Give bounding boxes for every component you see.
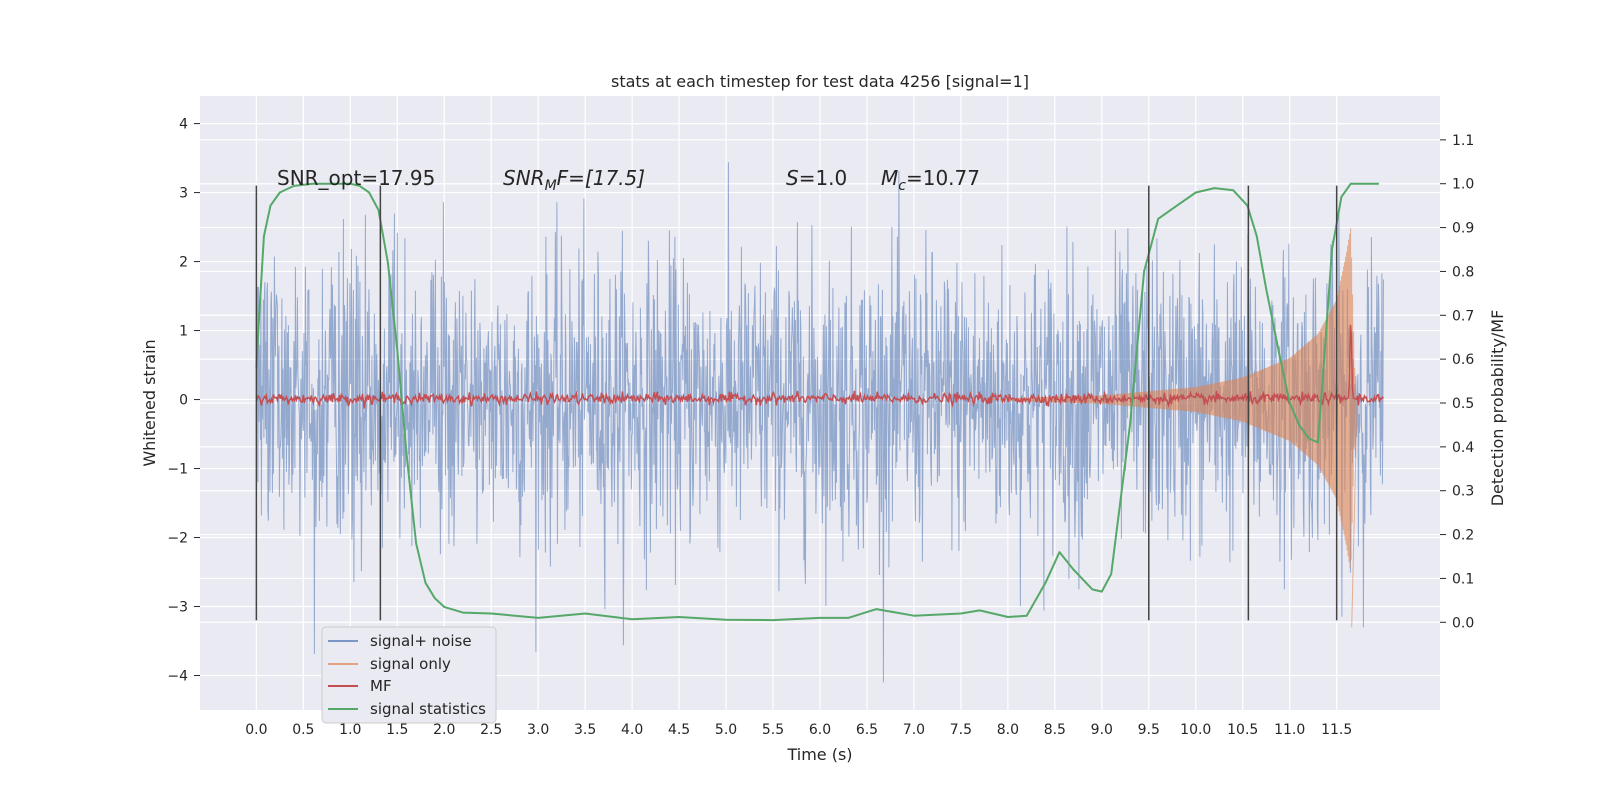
- x-tick-label-13: 6.5: [856, 722, 878, 738]
- x-tick-label-22: 11.0: [1274, 722, 1305, 738]
- x-tick-label-12: 6.0: [809, 722, 831, 738]
- x-axis-label: Time (s): [786, 745, 852, 764]
- annotation-snr-mf-suffix: F=[17.5]: [557, 166, 645, 190]
- plot-layer: [255, 162, 1384, 683]
- x-tick-label-0: 0.0: [245, 722, 267, 738]
- x-tick-label-17: 8.5: [1044, 722, 1066, 738]
- annotation-snr-mf-prefix: SNR: [503, 166, 545, 190]
- annotation-s: S=1.0: [786, 166, 847, 190]
- y-axis-label: Whitened strain: [140, 339, 159, 466]
- y2-tick-label-7: 0.7: [1452, 308, 1474, 324]
- x-tick-labels: 0.0 0.5 1.0 1.5 2.0 2.5 3.0 3.5 4.0 4.5 5.0 5.5 6.0 6…: [245, 722, 1352, 738]
- x-tick-label-20: 10.0: [1180, 722, 1211, 738]
- vertical-marker-lines: [255, 185, 1338, 621]
- y-tick-label-0: −4: [167, 669, 188, 685]
- series-mf: [255, 324, 1384, 409]
- y2-axis-label: Detection probability/MF: [1488, 310, 1507, 507]
- x-tick-label-21: 10.5: [1227, 722, 1258, 738]
- legend-box: [321, 626, 497, 724]
- legend-label-signal-noise: signal+ noise: [370, 632, 472, 650]
- y2-tick-label-11: 1.1: [1452, 133, 1474, 149]
- x-tick-label-9: 4.5: [668, 722, 690, 738]
- chart-title: stats at each timestep for test data 425…: [611, 72, 1029, 91]
- annotation-mc-sub: c: [898, 178, 906, 194]
- y2-tick-label-10: 1.0: [1452, 177, 1474, 193]
- annotation-snr-mf: SNRMF=[17.5]: [503, 166, 645, 194]
- annotation-mc-value: =10.77: [906, 166, 980, 190]
- x-tick-label-10: 5.0: [715, 722, 737, 738]
- y-tick-label-8: 4: [179, 117, 188, 133]
- annotation-s-value: =1.0: [799, 166, 848, 190]
- y2-tick-label-1: 0.1: [1452, 571, 1474, 587]
- x-tick-label-16: 8.0: [997, 722, 1019, 738]
- y2-tick-label-4: 0.4: [1452, 440, 1474, 456]
- annotation-mc-symbol: M: [881, 166, 898, 190]
- legend: signal+ noise signal only MF signal stat…: [321, 626, 497, 724]
- y2-tick-label-6: 0.6: [1452, 352, 1474, 368]
- y2-tick-label-5: 0.5: [1452, 396, 1474, 412]
- x-tick-label-14: 7.0: [903, 722, 925, 738]
- y2-tick-label-8: 0.8: [1452, 264, 1474, 280]
- annotation-s-symbol: S: [786, 166, 799, 190]
- annotation-snr-mf-sub: M: [545, 178, 557, 194]
- x-tick-label-19: 9.5: [1138, 722, 1160, 738]
- legend-label-signal-statistics: signal statistics: [370, 700, 486, 718]
- y-tick-label-2: −2: [167, 531, 188, 547]
- y2-tick-label-3: 0.3: [1452, 484, 1474, 500]
- annotation-snr-opt: SNR_opt=17.95: [277, 166, 435, 190]
- y2-tick-label-2: 0.2: [1452, 528, 1474, 544]
- y-tick-label-6: 2: [179, 255, 188, 271]
- y-tick-label-1: −3: [167, 600, 188, 616]
- y-tick-label-4: 0: [179, 393, 188, 409]
- x-tick-label-3: 1.5: [386, 722, 408, 738]
- annotation-mc: Mc=10.77: [881, 166, 980, 194]
- x-tick-label-1: 0.5: [292, 722, 314, 738]
- y-tick-labels: −4 −3 −2 −1 0 1 2 3 4: [167, 117, 200, 685]
- series-signal-statistics: [255, 182, 1379, 622]
- x-tick-label-11: 5.5: [762, 722, 784, 738]
- y-tick-label-3: −1: [167, 462, 188, 478]
- x-tick-label-6: 3.0: [527, 722, 549, 738]
- x-tick-label-8: 4.0: [621, 722, 643, 738]
- x-tick-label-2: 1.0: [339, 722, 361, 738]
- x-tick-label-18: 9.0: [1091, 722, 1113, 738]
- x-tick-label-7: 3.5: [574, 722, 596, 738]
- y2-tick-label-9: 0.9: [1452, 221, 1474, 237]
- x-tick-label-15: 7.5: [950, 722, 972, 738]
- y2-tick-labels: 0.0 0.1 0.2 0.3 0.4 0.5 0.6 0.7 0.8 0.9 1.0 1.1: [1440, 133, 1474, 631]
- x-tick-label-23: 11.5: [1321, 722, 1352, 738]
- x-tick-label-5: 2.5: [480, 722, 502, 738]
- y-tick-label-7: 3: [179, 186, 188, 202]
- y-tick-label-5: 1: [179, 324, 188, 340]
- legend-label-mf: MF: [370, 677, 392, 695]
- legend-label-signal-only: signal only: [370, 655, 451, 673]
- y2-tick-label-0: 0.0: [1452, 615, 1474, 631]
- x-tick-label-4: 2.0: [433, 722, 455, 738]
